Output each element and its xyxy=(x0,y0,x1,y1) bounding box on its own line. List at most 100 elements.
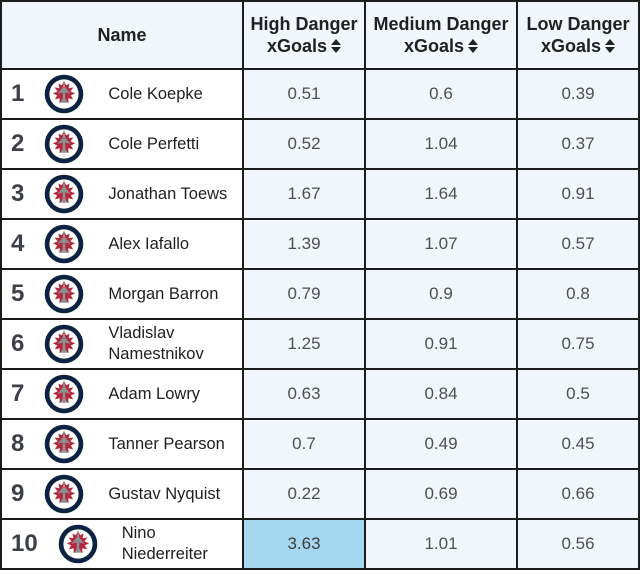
table-row: 2 Cole Perfetti 0.52 1.04 0.37 xyxy=(0,118,640,170)
column-subtitle: xGoals xyxy=(403,36,465,56)
rank-label: 5 xyxy=(11,280,25,307)
player-cell: 1 Cole Koepke xyxy=(0,68,244,120)
low-danger-xgoals-cell: 0.45 xyxy=(516,418,640,470)
rank-label: 7 xyxy=(11,380,25,407)
column-header-medium-danger-xgoals[interactable]: Medium Danger xGoals xyxy=(364,0,518,70)
player-name: Adam Lowry xyxy=(108,384,201,403)
player-name: Cole Perfetti xyxy=(108,134,200,153)
column-header-high-danger-xgoals[interactable]: High Danger xGoals xyxy=(242,0,366,70)
header-row: Name High Danger xGoals Medium Danger xG… xyxy=(0,0,640,70)
player-name: Nino Niederreiter xyxy=(121,524,208,563)
column-header-low-danger-xgoals[interactable]: Low Danger xGoals xyxy=(516,0,640,70)
medium-danger-xgoals-cell: 0.69 xyxy=(364,468,518,520)
player-cell: 2 Cole Perfetti xyxy=(0,118,244,170)
high-danger-xgoals-cell: 0.51 xyxy=(242,68,366,120)
winnipeg-jets-logo-icon xyxy=(44,174,84,214)
table-row: 8 Tanner Pearson 0.7 0.49 0.45 xyxy=(0,418,640,470)
medium-danger-xgoals-cell: 0.91 xyxy=(364,318,518,370)
player-cell: 5 Morgan Barron xyxy=(0,268,244,320)
low-danger-xgoals-cell: 0.39 xyxy=(516,68,640,120)
high-danger-xgoals-cell: 1.67 xyxy=(242,168,366,220)
table-row: 1 Cole Koepke 0.51 0.6 0.39 xyxy=(0,68,640,120)
sort-down-icon xyxy=(468,47,479,54)
column-title: Low Danger xyxy=(526,13,630,34)
medium-danger-xgoals-cell: 0.84 xyxy=(364,368,518,420)
sort-up-icon xyxy=(605,39,616,46)
sort-down-icon xyxy=(331,47,342,54)
player-name: Gustav Nyquist xyxy=(108,484,221,503)
rank-label: 6 xyxy=(11,330,25,357)
table-row: 3 Jonathan Toews 1.67 1.64 0.91 xyxy=(0,168,640,220)
column-subtitle: xGoals xyxy=(266,36,328,56)
column-title: Medium Danger xyxy=(373,13,509,34)
sort-up-icon xyxy=(468,39,479,46)
player-cell: 10 Nino Niederreiter xyxy=(0,518,244,570)
winnipeg-jets-logo-icon xyxy=(44,74,84,114)
rank-label: 4 xyxy=(11,230,25,257)
high-danger-xgoals-cell: 0.63 xyxy=(242,368,366,420)
winnipeg-jets-logo-icon xyxy=(44,224,84,264)
high-danger-xgoals-cell: 0.52 xyxy=(242,118,366,170)
low-danger-xgoals-cell: 0.91 xyxy=(516,168,640,220)
medium-danger-xgoals-cell: 1.01 xyxy=(364,518,518,570)
sort-up-icon xyxy=(331,39,342,46)
low-danger-xgoals-cell: 0.57 xyxy=(516,218,640,270)
high-danger-xgoals-cell: 1.25 xyxy=(242,318,366,370)
winnipeg-jets-logo-icon xyxy=(44,424,84,464)
medium-danger-xgoals-cell: 1.07 xyxy=(364,218,518,270)
rank-label: 10 xyxy=(11,530,38,557)
player-name: Tanner Pearson xyxy=(108,434,225,453)
player-cell: 3 Jonathan Toews xyxy=(0,168,244,220)
column-title: High Danger xyxy=(250,13,358,34)
winnipeg-jets-logo-icon xyxy=(44,324,84,364)
player-name: Vladislav Namestnikov xyxy=(108,324,204,363)
table-row: 6 Vladislav Namestnikov 1.25 0.91 0.75 xyxy=(0,318,640,370)
rank-label: 9 xyxy=(11,480,25,507)
medium-danger-xgoals-cell: 0.49 xyxy=(364,418,518,470)
medium-danger-xgoals-cell: 0.6 xyxy=(364,68,518,120)
low-danger-xgoals-cell: 0.5 xyxy=(516,368,640,420)
high-danger-xgoals-cell: 1.39 xyxy=(242,218,366,270)
rank-label: 8 xyxy=(11,430,25,457)
player-cell: 9 Gustav Nyquist xyxy=(0,468,244,520)
player-name: Cole Koepke xyxy=(108,84,203,103)
winnipeg-jets-logo-icon xyxy=(44,474,84,514)
high-danger-xgoals-cell: 3.63 xyxy=(242,518,366,570)
winnipeg-jets-logo-icon xyxy=(44,124,84,164)
table-row: 5 Morgan Barron 0.79 0.9 0.8 xyxy=(0,268,640,320)
rank-label: 3 xyxy=(11,180,25,207)
sort-arrows-icon[interactable] xyxy=(468,39,479,54)
player-cell: 6 Vladislav Namestnikov xyxy=(0,318,244,370)
medium-danger-xgoals-cell: 1.04 xyxy=(364,118,518,170)
medium-danger-xgoals-cell: 1.64 xyxy=(364,168,518,220)
player-name: Jonathan Toews xyxy=(108,184,228,203)
table-row: 7 Adam Lowry 0.63 0.84 0.5 xyxy=(0,368,640,420)
player-cell: 7 Adam Lowry xyxy=(0,368,244,420)
table-body: 1 Cole Koepke 0.51 0.6 0.39 2 xyxy=(0,68,640,570)
winnipeg-jets-logo-icon xyxy=(44,374,84,414)
winnipeg-jets-logo-icon xyxy=(44,274,84,314)
sort-down-icon xyxy=(605,47,616,54)
sort-arrows-icon[interactable] xyxy=(331,39,342,54)
high-danger-xgoals-cell: 0.22 xyxy=(242,468,366,520)
player-name: Alex Iafallo xyxy=(108,234,190,253)
high-danger-xgoals-cell: 0.7 xyxy=(242,418,366,470)
high-danger-xgoals-cell: 0.79 xyxy=(242,268,366,320)
table-row: 9 Gustav Nyquist 0.22 0.69 0.66 xyxy=(0,468,640,520)
low-danger-xgoals-cell: 0.37 xyxy=(516,118,640,170)
rank-label: 1 xyxy=(11,80,25,107)
low-danger-xgoals-cell: 0.75 xyxy=(516,318,640,370)
medium-danger-xgoals-cell: 0.9 xyxy=(364,268,518,320)
low-danger-xgoals-cell: 0.8 xyxy=(516,268,640,320)
player-cell: 4 Alex Iafallo xyxy=(0,218,244,270)
player-cell: 8 Tanner Pearson xyxy=(0,418,244,470)
rank-label: 2 xyxy=(11,130,25,157)
low-danger-xgoals-cell: 0.56 xyxy=(516,518,640,570)
column-header-name: Name xyxy=(0,0,244,70)
sort-arrows-icon[interactable] xyxy=(605,39,616,54)
column-subtitle: xGoals xyxy=(540,36,602,56)
table-row: 10 Nino Niederreiter 3.63 1.01 0.56 xyxy=(0,518,640,570)
winnipeg-jets-logo-icon xyxy=(58,524,98,564)
low-danger-xgoals-cell: 0.66 xyxy=(516,468,640,520)
